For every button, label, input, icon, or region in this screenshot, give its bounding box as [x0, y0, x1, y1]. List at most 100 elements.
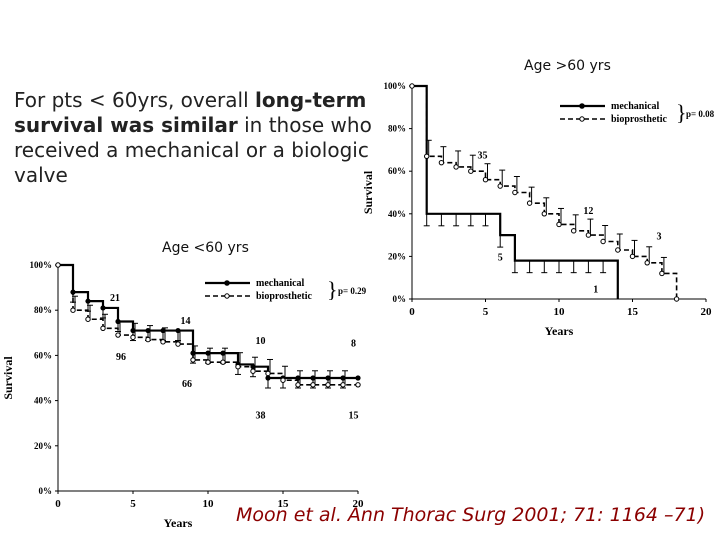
data-point-bioprosthetic — [409, 83, 415, 89]
data-point-bioprosthetic — [600, 238, 606, 245]
data-point-bioprosthetic — [160, 339, 166, 345]
data-point-mechanical — [355, 375, 361, 381]
data-point-bioprosthetic — [190, 357, 196, 363]
data-point-bioprosthetic — [310, 382, 316, 388]
annotation-label: 38 — [256, 411, 266, 422]
data-point-bioprosthetic — [482, 177, 489, 183]
data-point-bioprosthetic — [85, 316, 91, 322]
data-point-bioprosthetic — [526, 200, 533, 206]
annotation-label: 14 — [181, 316, 191, 327]
chart-title-younger: Age <60 yrs — [162, 240, 249, 256]
x-axis-label: Years — [545, 324, 574, 338]
legend-p-value: p= 0.08 — [686, 109, 715, 119]
x-tick-label: 5 — [130, 498, 136, 510]
data-point-mechanical — [160, 327, 166, 334]
y-tick-label: 0% — [39, 486, 53, 496]
y-tick-label: 80% — [34, 305, 52, 315]
data-point-bioprosthetic — [220, 359, 226, 365]
legend-marker-bioprosthetic — [224, 293, 230, 299]
legend-label-bioprosthetic: bioprosthetic — [256, 291, 312, 302]
slide-body-text: For pts < 60yrs, overall long-term survi… — [14, 88, 374, 188]
x-tick-label: 10 — [554, 306, 566, 318]
x-tick-label: 15 — [627, 306, 639, 318]
chart-age-under-60: 0% 20% 40% 60% 80% 100% 0 5 10 15 20 Years Survival 2… — [1, 260, 367, 530]
data-point-bioprosthetic — [497, 183, 503, 189]
slide-text-bold: long-term survival was similar — [14, 88, 367, 137]
annotation-label: 15 — [349, 411, 359, 422]
data-point-bioprosthetic — [355, 382, 361, 388]
data-point-bioprosthetic — [100, 325, 106, 331]
data-point-bioprosthetic — [453, 164, 459, 170]
x-tick-label: 0 — [55, 498, 61, 510]
legend-label-bioprosthetic: bioprosthetic — [611, 114, 667, 125]
data-point-bioprosthetic — [70, 307, 76, 313]
x-tick-label: 20 — [353, 498, 365, 510]
y-tick-label: 0% — [393, 294, 407, 304]
data-point-bioprosthetic — [644, 260, 650, 266]
data-point-bioprosthetic — [115, 332, 121, 338]
annotation-label: 96 — [116, 352, 126, 363]
legend-marker-mechanical — [579, 103, 585, 109]
y-tick-label: 20% — [34, 441, 52, 451]
data-point-mechanical — [310, 375, 316, 381]
data-point-bioprosthetic — [55, 262, 61, 268]
annotation-label: 5 — [498, 253, 503, 264]
legend-brace: } — [676, 100, 687, 125]
data-point-mechanical — [130, 327, 136, 334]
y-tick-label: 40% — [388, 209, 406, 219]
x-tick-label: 10 — [203, 498, 215, 510]
legend-label-mechanical: mechanical — [256, 278, 305, 289]
data-point-bioprosthetic — [205, 359, 211, 365]
data-point-bioprosthetic — [424, 153, 430, 159]
data-point-bioprosthetic — [250, 368, 256, 374]
data-point-mechanical — [325, 375, 331, 381]
data-point-bioprosthetic — [295, 382, 301, 388]
data-point-bioprosthetic — [130, 334, 136, 341]
legend-marker-mechanical — [224, 280, 230, 286]
data-point-bioprosthetic — [585, 232, 592, 238]
data-point-bioprosthetic — [145, 336, 151, 343]
y-axis-label: Survival — [1, 356, 15, 400]
y-tick-label: 60% — [388, 166, 406, 176]
data-point-mechanical — [100, 305, 106, 311]
chart-title-older: Age >60 yrs — [524, 58, 611, 74]
data-point-bioprosthetic — [629, 253, 636, 260]
data-point-mechanical — [85, 298, 91, 304]
data-point-bioprosthetic — [438, 159, 445, 166]
data-point-bioprosthetic — [265, 370, 271, 377]
annotation-label: 35 — [478, 150, 488, 161]
annotation-label: 8 — [351, 338, 356, 349]
data-point-mechanical — [340, 375, 346, 381]
y-tick-label: 100% — [30, 260, 53, 270]
y-tick-label: 40% — [34, 396, 52, 406]
annotation-label: 1 — [593, 285, 598, 296]
annotation-label: 12 — [583, 206, 593, 217]
legend-brace: } — [327, 277, 338, 302]
data-point-bioprosthetic — [673, 296, 680, 302]
slide-text-plain-2: in those who received a mechanical or a … — [14, 113, 372, 187]
data-point-bioprosthetic — [340, 382, 346, 388]
x-tick-label: 5 — [483, 306, 489, 318]
data-point-mechanical — [220, 350, 226, 356]
data-point-bioprosthetic — [556, 221, 562, 228]
y-tick-label: 20% — [388, 251, 406, 261]
data-point-mechanical — [190, 350, 196, 356]
x-tick-label: 15 — [278, 498, 290, 510]
data-point-bioprosthetic — [571, 228, 577, 234]
data-point-mechanical — [295, 375, 301, 381]
annotation-label: 21 — [110, 293, 120, 304]
data-point-bioprosthetic — [512, 189, 518, 196]
x-axis-label: Years — [164, 516, 193, 530]
legend-p-value: p= 0.29 — [338, 286, 367, 296]
data-point-bioprosthetic — [325, 382, 331, 388]
data-point-mechanical — [205, 350, 211, 356]
data-point-bioprosthetic — [175, 341, 181, 347]
annotation-label: 10 — [256, 336, 266, 347]
y-tick-label: 80% — [388, 124, 406, 134]
x-tick-label: 20 — [701, 306, 713, 318]
annotation-label: 3 — [656, 231, 661, 242]
data-point-bioprosthetic — [235, 364, 241, 370]
y-tick-label: 100% — [384, 81, 407, 91]
x-tick-label: 0 — [409, 306, 415, 318]
